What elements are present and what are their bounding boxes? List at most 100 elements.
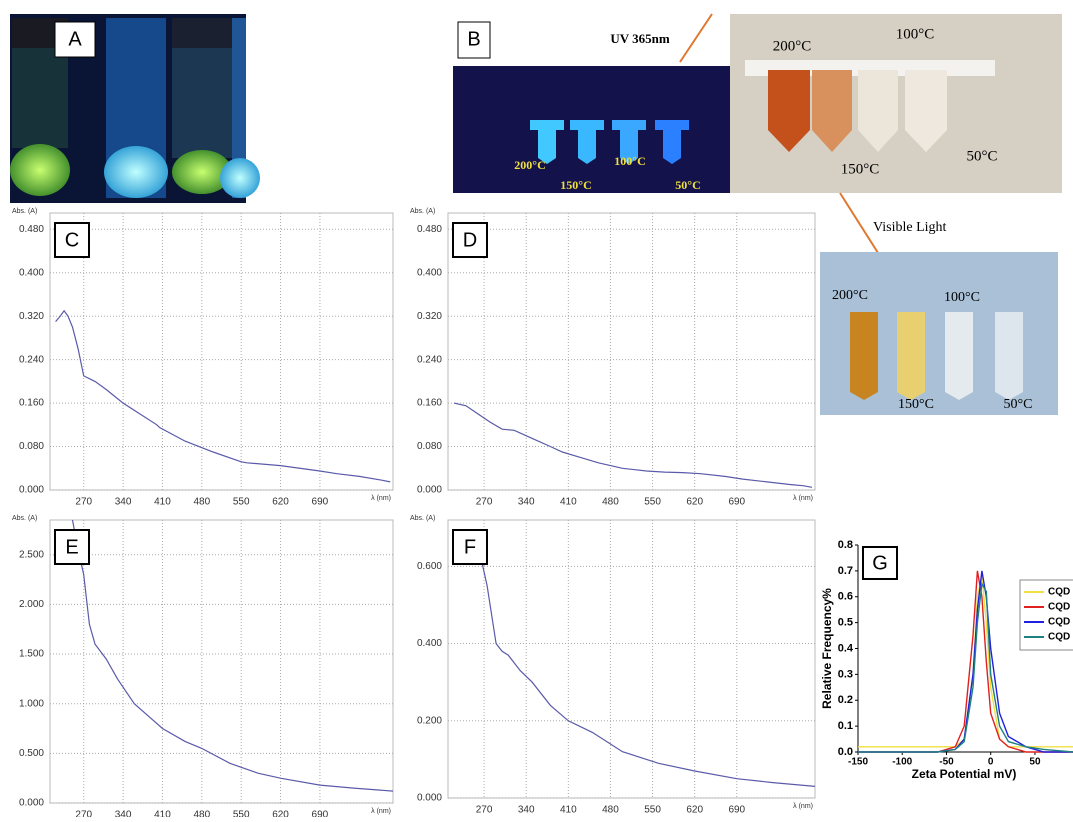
- data-line: [454, 403, 812, 487]
- y-axis-label: Abs. (A): [12, 208, 37, 215]
- plot-frame: [448, 520, 815, 798]
- x-tick-label: 550: [233, 497, 250, 508]
- temp-label: 50°C: [1004, 397, 1033, 412]
- x-tick-label: 410: [560, 805, 577, 816]
- y-tick-label: 0.480: [417, 224, 442, 235]
- panel-label: G: [872, 552, 888, 574]
- x-tick-label: 550: [644, 805, 661, 816]
- x-tick-label: 620: [686, 497, 703, 508]
- x-tick-label: 270: [75, 810, 92, 817]
- y-tick-label: 0.320: [417, 311, 442, 322]
- panel-label: B: [467, 28, 480, 50]
- x-tick-label: 340: [518, 497, 535, 508]
- y-tick-label: 0.5: [838, 617, 853, 629]
- legend-label: CQD: [1048, 617, 1070, 628]
- temp-label: 50°C: [966, 148, 997, 164]
- y-tick-label: 0.8: [838, 539, 853, 551]
- temp-label: 150°C: [560, 178, 591, 192]
- temp-label: 100°C: [944, 290, 980, 305]
- y-tick-label: 0.240: [19, 354, 44, 365]
- temp-label: 200°C: [832, 288, 868, 303]
- x-tick-label: 410: [560, 497, 577, 508]
- plot-frame: [50, 520, 393, 803]
- y-tick-label: 0.000: [19, 798, 44, 809]
- legend-label: CQD: [1048, 602, 1070, 613]
- plot-frame: [50, 213, 393, 490]
- x-tick-label: 690: [728, 805, 745, 816]
- x-tick-label: 0: [988, 757, 994, 768]
- x-tick-label: 690: [312, 810, 329, 817]
- y-tick-label: 0.400: [417, 267, 442, 278]
- y-tick-label: 2.000: [19, 599, 44, 610]
- x-tick-label: 340: [518, 805, 535, 816]
- y-tick-label: 0.500: [19, 748, 44, 759]
- y-tick-label: 0.600: [417, 561, 442, 572]
- x-tick-label: 620: [272, 497, 289, 508]
- x-tick-label: 480: [602, 805, 619, 816]
- photo-a: A: [10, 14, 260, 203]
- y-tick-label: 0.1: [838, 720, 853, 732]
- x-tick-label: 620: [686, 805, 703, 816]
- x-tick-label: 410: [154, 497, 171, 508]
- x-tick-label: 340: [115, 497, 132, 508]
- plot-frame: [448, 213, 815, 490]
- y-tick-label: 0.4: [838, 642, 854, 654]
- temp-label: 100°C: [614, 154, 645, 168]
- x-tick-label: 340: [115, 810, 132, 817]
- y-tick-label: 0.320: [19, 311, 44, 322]
- figure: A B UV 365nm 200°C 100°C 150°C 50°C 200°…: [0, 0, 1073, 817]
- x-axis-label: λ (nm): [793, 803, 813, 810]
- x-tick-label: -100: [892, 757, 912, 768]
- y-tick-label: 0.6: [838, 591, 853, 603]
- x-tick-label: 550: [233, 810, 250, 817]
- x-axis-label: λ (nm): [793, 495, 813, 502]
- data-line: [73, 520, 394, 791]
- temp-label: 100°C: [896, 26, 935, 42]
- y-tick-label: 0.400: [417, 638, 442, 649]
- x-tick-label: 50: [1029, 757, 1041, 768]
- x-axis-label: λ (nm): [371, 808, 391, 815]
- panel-label: D: [463, 229, 477, 251]
- y-tick-label: 0.400: [19, 267, 44, 278]
- temp-label: 150°C: [898, 397, 934, 412]
- x-axis-label: Zeta Potential mV): [912, 767, 1017, 781]
- y-tick-label: 0.080: [19, 441, 44, 452]
- y-tick-label: 0.000: [417, 793, 442, 804]
- x-tick-label: 480: [193, 497, 210, 508]
- y-tick-label: 0.000: [19, 485, 44, 496]
- y-tick-label: 2.500: [19, 549, 44, 560]
- panel-label: E: [65, 536, 78, 558]
- x-tick-label: 410: [154, 810, 171, 817]
- arrow-text: Visible Light: [873, 220, 947, 235]
- x-tick-label: 480: [602, 497, 619, 508]
- x-axis-label: λ (nm): [371, 495, 391, 502]
- photo-b: B UV 365nm 200°C 100°C 150°C 50°C: [453, 14, 730, 193]
- y-tick-label: 0.480: [19, 224, 44, 235]
- panel-label: F: [464, 536, 476, 558]
- x-tick-label: -50: [939, 757, 954, 768]
- photo-daylight: 200°C 100°C 150°C 50°C Visible Light: [730, 14, 1062, 256]
- panel-label: A: [68, 28, 82, 50]
- temp-label: 200°C: [514, 158, 545, 172]
- y-axis-label: Abs. (A): [410, 515, 435, 522]
- x-tick-label: 270: [476, 805, 493, 816]
- y-axis-label: Abs. (A): [410, 208, 435, 215]
- caption: UV 365nm: [610, 31, 670, 46]
- photo-visible: 200°C 100°C 150°C 50°C: [820, 252, 1058, 415]
- y-axis-label: Relative Frequency%: [820, 588, 834, 709]
- legend-label: CQD: [1048, 632, 1070, 643]
- y-axis-label: Abs. (A): [12, 515, 37, 522]
- y-tick-label: 1.000: [19, 698, 44, 709]
- y-tick-label: 0.7: [838, 565, 853, 577]
- x-tick-label: 480: [193, 810, 210, 817]
- data-line: [56, 311, 391, 482]
- x-tick-label: 270: [476, 497, 493, 508]
- y-tick-label: 0.200: [417, 715, 442, 726]
- x-tick-label: 690: [728, 497, 745, 508]
- y-tick-label: 0.240: [417, 354, 442, 365]
- panel-label: C: [65, 229, 79, 251]
- x-tick-label: 270: [75, 497, 92, 508]
- y-tick-label: 0.080: [417, 441, 442, 452]
- y-tick-label: 0.160: [417, 398, 442, 409]
- y-tick-label: 0.3: [838, 668, 853, 680]
